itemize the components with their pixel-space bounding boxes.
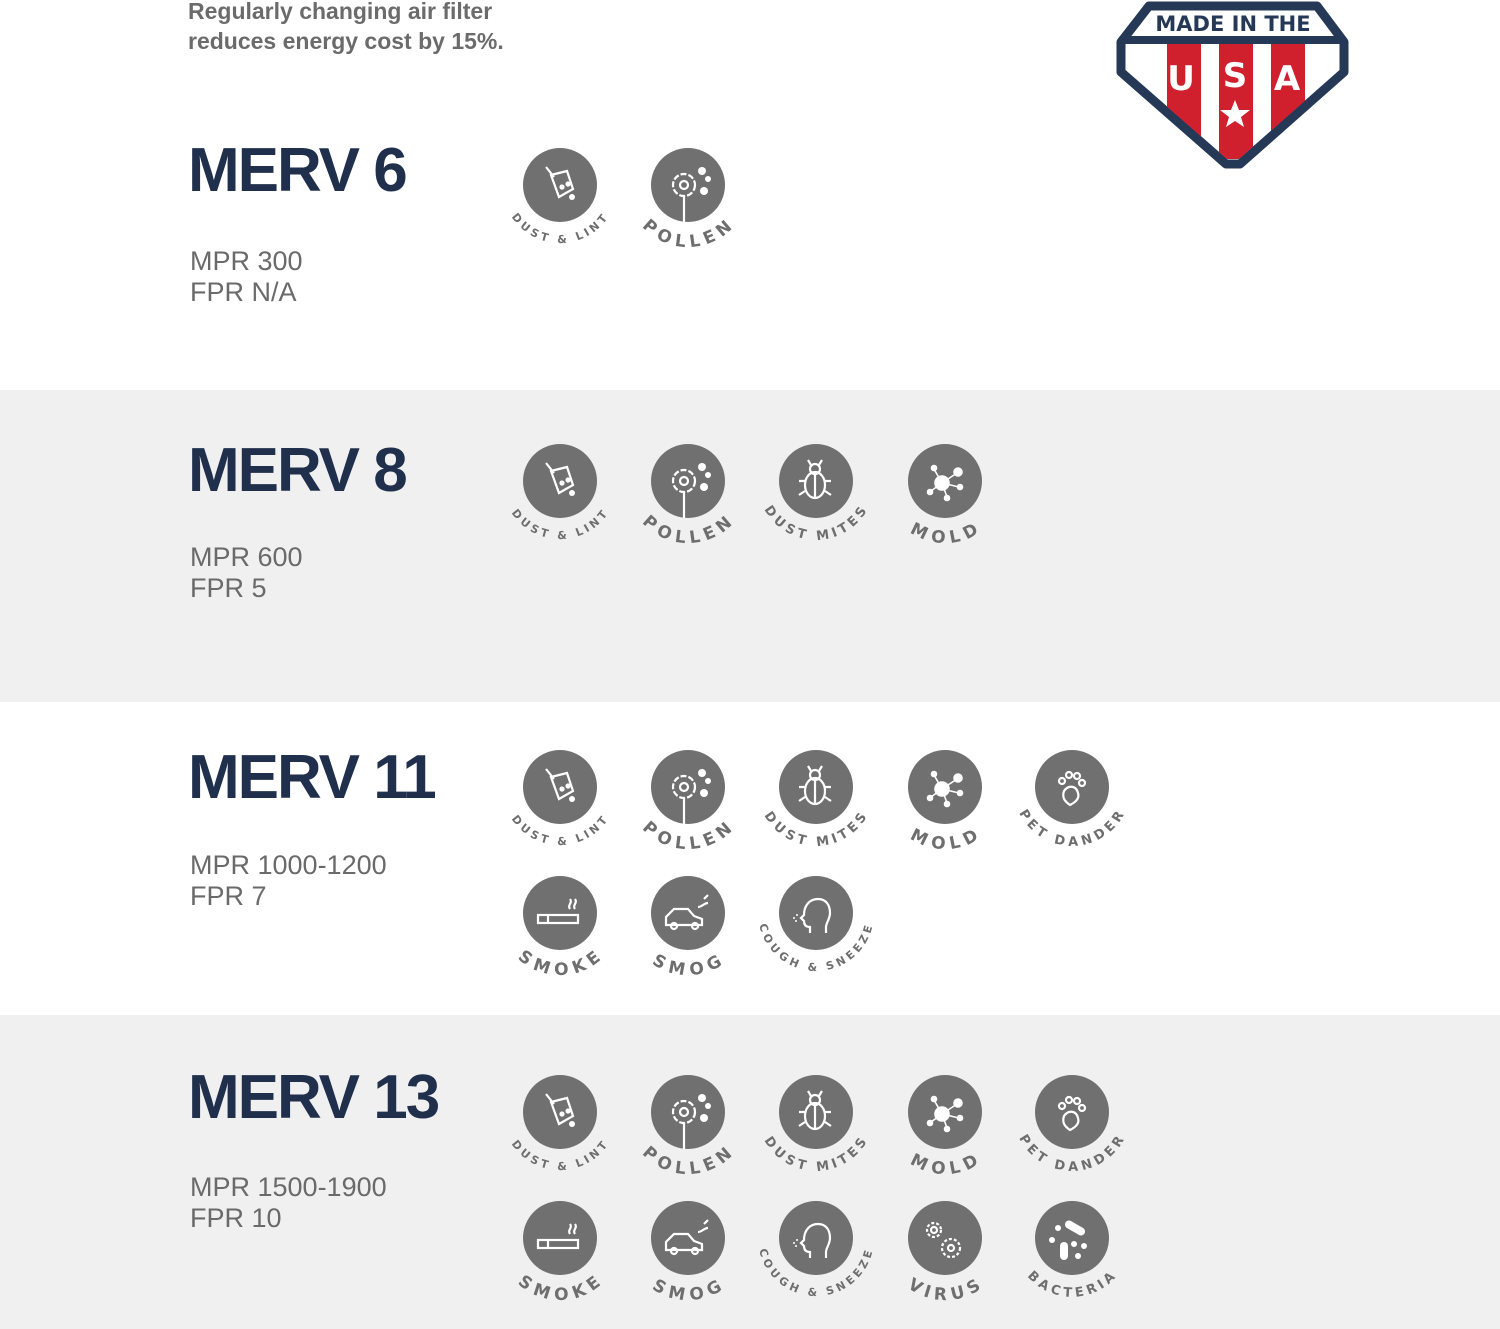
merv-section: MERV 8 MPR 600 FPR 5 DUST & LINT POLLEN DU… bbox=[0, 390, 1500, 702]
contaminant-dustpan-icon: DUST & LINT bbox=[500, 145, 620, 255]
contaminant-label: MOLD bbox=[907, 1150, 983, 1180]
made-in-usa-badge: MADE IN THE U S A bbox=[1116, 1, 1349, 169]
contaminant-cigarette-icon: SMOKE bbox=[500, 873, 620, 983]
contaminant-dustpan-icon: DUST & LINT bbox=[500, 1072, 620, 1182]
rating-specs: MPR 1000-1200 FPR 7 bbox=[190, 850, 387, 912]
contaminant-label: SMOKE bbox=[514, 946, 606, 980]
rating-specs: MPR 1500-1900 FPR 10 bbox=[190, 1172, 387, 1234]
star-icon bbox=[1220, 100, 1250, 127]
contaminant-flower-icon: POLLEN bbox=[628, 441, 748, 551]
mpr-rating: MPR 1000-1200 bbox=[190, 850, 387, 880]
merv-section: MERV 13 MPR 1500-1900 FPR 10 DUST & LINT P… bbox=[0, 1015, 1500, 1329]
contaminant-label: MOLD bbox=[907, 519, 983, 549]
contaminant-dustpan-icon: DUST & LINT bbox=[500, 747, 620, 857]
badge-top-text: MADE IN THE bbox=[1155, 12, 1310, 36]
merv-rating-title: MERV 6 bbox=[188, 136, 408, 205]
contaminant-label: SMOG bbox=[649, 950, 727, 980]
contaminant-bug-icon: DUST MITES bbox=[756, 441, 876, 551]
contaminant-label: MOLD bbox=[907, 825, 983, 855]
badge-letter-a: A bbox=[1274, 59, 1301, 99]
contaminant-head-icon: COUGH & SNEEZE bbox=[756, 873, 876, 983]
contaminant-label: VIRUS bbox=[904, 1275, 985, 1306]
fpr-rating: FPR 10 bbox=[190, 1203, 282, 1233]
mpr-rating: MPR 1500-1900 bbox=[190, 1172, 387, 1202]
badge-letter-u: U bbox=[1167, 59, 1195, 99]
contaminant-flower-icon: POLLEN bbox=[628, 747, 748, 857]
contaminant-label: SMOKE bbox=[514, 1271, 606, 1305]
contaminant-dustpan-icon: DUST & LINT bbox=[500, 441, 620, 551]
intro-text: Regularly changing air filter reduces en… bbox=[188, 0, 504, 56]
contaminant-paw-icon: PET DANDER bbox=[1012, 1072, 1132, 1182]
merv-rating-title: MERV 11 bbox=[188, 743, 437, 812]
contaminant-flower-icon: POLLEN bbox=[628, 145, 748, 255]
contaminant-cigarette-icon: SMOKE bbox=[500, 1198, 620, 1308]
intro-line-1: Regularly changing air filter bbox=[188, 0, 493, 24]
rating-specs: MPR 300 FPR N/A bbox=[190, 246, 303, 308]
contaminant-car-icon: SMOG bbox=[628, 873, 748, 983]
merv-section: MERV 11 MPR 1000-1200 FPR 7 DUST & LINT PO… bbox=[0, 702, 1500, 1015]
mpr-rating: MPR 300 bbox=[190, 246, 303, 276]
merv-rating-title: MERV 13 bbox=[188, 1063, 440, 1132]
contaminant-bacteria-icon: BACTERIA bbox=[1012, 1198, 1132, 1308]
contaminant-bug-icon: DUST MITES bbox=[756, 747, 876, 857]
contaminant-label: SMOG bbox=[649, 1275, 727, 1305]
contaminant-bug-icon: DUST MITES bbox=[756, 1072, 876, 1182]
merv-rating-title: MERV 8 bbox=[188, 436, 408, 505]
fpr-rating: FPR 5 bbox=[190, 573, 267, 603]
badge-letter-s: S bbox=[1223, 56, 1248, 96]
mpr-rating: MPR 600 bbox=[190, 542, 303, 572]
contaminant-flower-icon: POLLEN bbox=[628, 1072, 748, 1182]
contaminant-head-icon: COUGH & SNEEZE bbox=[756, 1198, 876, 1308]
merv-section: MERV 6 MPR 300 FPR N/A DUST & LINT POLLEN bbox=[0, 0, 1500, 390]
contaminant-spores-icon: MOLD bbox=[885, 747, 1005, 857]
contaminant-spores-icon: MOLD bbox=[885, 441, 1005, 551]
rating-specs: MPR 600 FPR 5 bbox=[190, 542, 303, 604]
contaminant-virus-icon: VIRUS bbox=[885, 1198, 1005, 1308]
contaminant-car-icon: SMOG bbox=[628, 1198, 748, 1308]
contaminant-spores-icon: MOLD bbox=[885, 1072, 1005, 1182]
intro-line-2: reduces energy cost by 15%. bbox=[188, 28, 504, 54]
contaminant-paw-icon: PET DANDER bbox=[1012, 747, 1132, 857]
fpr-rating: FPR 7 bbox=[190, 881, 267, 911]
fpr-rating: FPR N/A bbox=[190, 277, 297, 307]
